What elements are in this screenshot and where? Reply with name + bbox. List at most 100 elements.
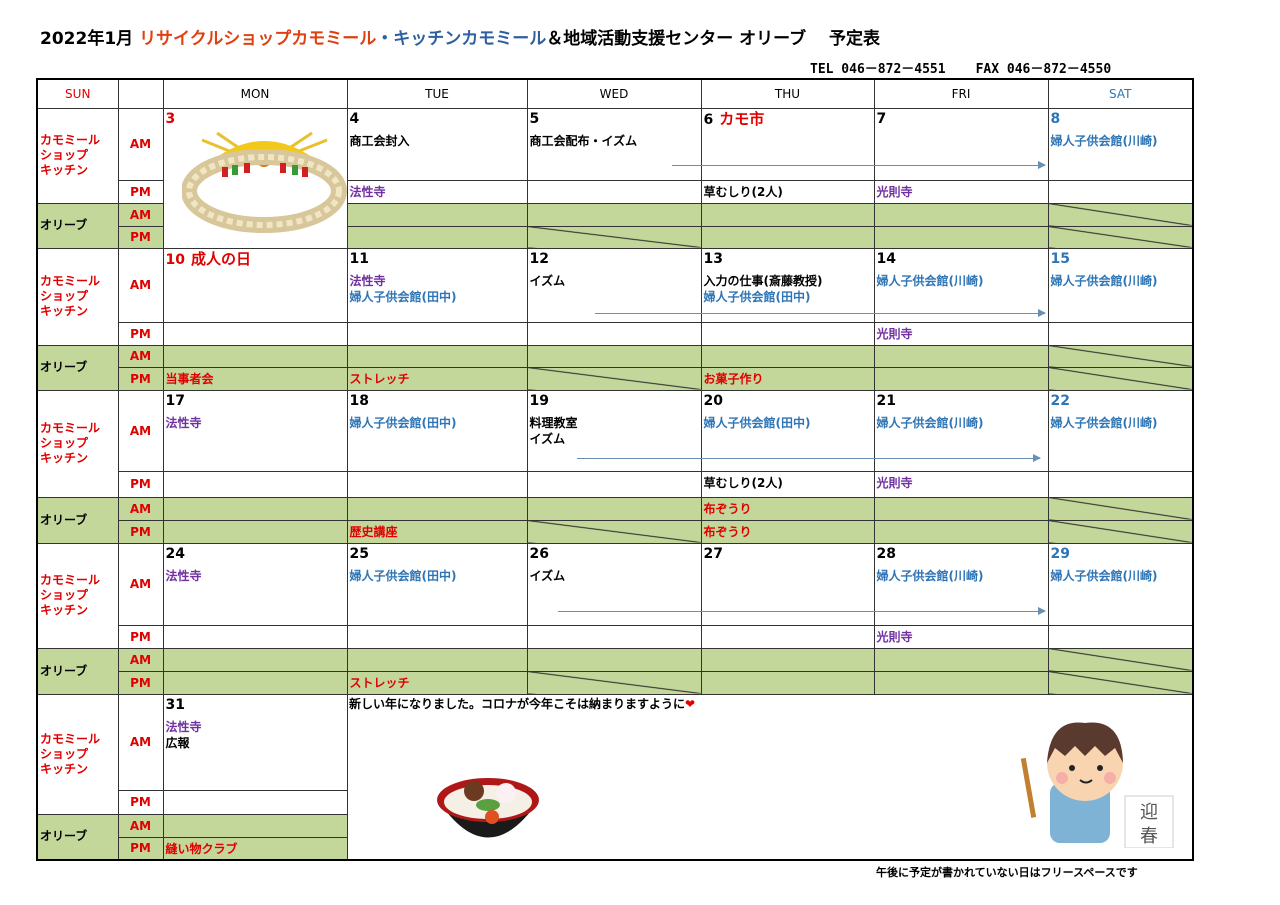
day-number-text: 28 — [876, 545, 896, 562]
am-items: 商工会封入 — [350, 133, 525, 149]
day-cell-7: 7 — [873, 107, 1049, 181]
am-items: 法性寺 — [166, 568, 345, 584]
am-items: 婦人子供会館(川崎) — [877, 415, 1046, 431]
schedule-item: 法性寺 — [165, 415, 202, 430]
schedule-item: 縫い物クラブ — [165, 841, 238, 856]
olive-pm-cell — [346, 225, 528, 249]
label-kamomile: カモミール ショップ キッチン — [36, 107, 119, 204]
schedule-item: 法性寺 — [349, 184, 386, 199]
olive-am-cell — [346, 647, 528, 672]
header-sun: SUN — [36, 78, 119, 109]
week-5-row: PM 縫い物クラブ — [37, 836, 1193, 861]
day-number-text: 29 — [1050, 545, 1070, 562]
olive-pm-cell — [873, 366, 1049, 391]
day-number-text: 14 — [876, 250, 896, 267]
am-label: AM — [117, 202, 164, 227]
day-number-text: 17 — [165, 392, 185, 409]
schedule-item: 当事者会 — [165, 371, 214, 386]
olive-pm-cell — [162, 670, 348, 695]
pm-cell — [1047, 179, 1194, 204]
header-blank — [117, 78, 164, 109]
am-items: イズム — [530, 568, 699, 584]
am-items: 婦人子供会館(田中) — [704, 415, 872, 431]
olive-am-cell — [526, 344, 702, 368]
am-items: 法性寺 — [166, 415, 345, 431]
schedule-item: 料理教室 — [529, 415, 578, 430]
day-number-text: 26 — [529, 545, 549, 562]
contact-info: TEL 046－872－4551 FAX 046－872－4550 — [810, 58, 1141, 77]
schedule-item: ストレッチ — [349, 371, 410, 386]
day-event-title: 成人の日 — [190, 249, 251, 268]
schedule-item: 婦人子供会館(川崎) — [1050, 568, 1158, 583]
day-number-text: 8 — [1050, 110, 1061, 127]
olive-am-cell — [162, 647, 348, 672]
schedule-item: 光則寺 — [876, 184, 913, 199]
olive-pm-cell — [526, 366, 702, 391]
schedule-item: 婦人子供会館(川崎) — [876, 273, 984, 288]
title-center: ＆地域活動支援センター オリーブ 予定表 — [546, 29, 881, 49]
pm-label: PM — [117, 670, 164, 695]
week-2-row: オリーブ AM — [36, 344, 1194, 391]
header-row: SUN MON TUE WED THU FRI SAT — [36, 78, 1194, 109]
arrow — [595, 309, 1046, 317]
week-5-row: オリーブ AM — [36, 813, 1193, 861]
day-number: 15 — [1051, 251, 1191, 267]
day-cell-15: 15 婦人子供会館(川崎) — [1047, 247, 1194, 323]
day-number: 28 — [877, 546, 1046, 562]
olive-pm-cell — [700, 670, 875, 695]
day-cell-17: 17 法性寺 — [162, 389, 348, 472]
header-wed: WED — [526, 78, 702, 109]
day-number: 11 — [350, 251, 525, 267]
day-number-text: 13 — [703, 250, 723, 267]
header-fri: FRI — [873, 78, 1049, 109]
kanji-card-top: 迎 — [1140, 802, 1158, 823]
day-event-title: カモ市 — [719, 109, 765, 128]
day-cell-21: 21 婦人子供会館(川崎) — [873, 389, 1049, 472]
schedule-item: 婦人子供会館(川崎) — [1050, 133, 1158, 148]
day-cell-8: 8 婦人子供会館(川崎) — [1047, 107, 1194, 181]
am-label: AM — [117, 389, 164, 472]
pm-cell — [1047, 624, 1194, 649]
schedule-item: 婦人子供会館(田中) — [703, 289, 811, 304]
week-3-row: PM 歴史講座 布ぞうり — [37, 519, 1194, 544]
day-cell-20: 20 婦人子供会館(田中) — [700, 389, 875, 472]
olive-am-cell — [1047, 647, 1194, 672]
day-number: 26 — [530, 546, 699, 562]
day-cell-22: 22 婦人子供会館(川崎) — [1047, 389, 1194, 472]
arrow — [577, 454, 1041, 462]
day-number: 4 — [350, 111, 525, 127]
pm-cell: 草むしり(2人) — [700, 470, 875, 498]
day-number: 18 — [350, 393, 525, 409]
day-number-text: 21 — [876, 392, 896, 409]
day-cell-14: 14 婦人子供会館(川崎) — [873, 247, 1049, 323]
title-shop: リサイクルショップカモミール — [139, 29, 377, 49]
olive-am-cell: 布ぞうり — [700, 496, 875, 521]
schedule-item: 広報 — [165, 735, 190, 750]
day-cell-4: 4 商工会封入 — [346, 107, 528, 181]
arrow — [558, 607, 1046, 615]
pm-label: PM — [117, 519, 164, 544]
pm-label: PM — [117, 366, 164, 391]
olive-pm-cell: ストレッチ — [346, 670, 528, 695]
schedule-item: 光則寺 — [876, 326, 913, 341]
am-label: AM — [117, 496, 164, 521]
am-items: 商工会配布・イズム — [530, 133, 699, 149]
day-cell-29: 29 婦人子供会館(川崎) — [1047, 542, 1194, 626]
day-number: 22 — [1051, 393, 1191, 409]
pm-cell — [346, 321, 528, 346]
pm-cell — [526, 624, 702, 649]
olive-pm-cell: ストレッチ — [346, 366, 528, 391]
week-1-row: PM — [37, 225, 1194, 249]
olive-am-cell — [700, 647, 875, 672]
am-items: 入力の仕事(斎藤教授) 婦人子供会館(田中) — [704, 273, 872, 305]
pm-cell — [1047, 470, 1194, 498]
day-number-text: 3 — [165, 110, 176, 127]
label-olive: オリーブ — [36, 202, 119, 249]
pm-cell — [162, 624, 348, 649]
header-thu: THU — [700, 78, 875, 109]
am-items: 婦人子供会館(田中) — [350, 568, 525, 584]
olive-pm-cell — [700, 225, 875, 249]
am-items: 婦人子供会館(川崎) — [877, 273, 1046, 289]
day-number-text: 15 — [1050, 250, 1070, 267]
schedule-item: 法性寺 — [349, 273, 386, 288]
